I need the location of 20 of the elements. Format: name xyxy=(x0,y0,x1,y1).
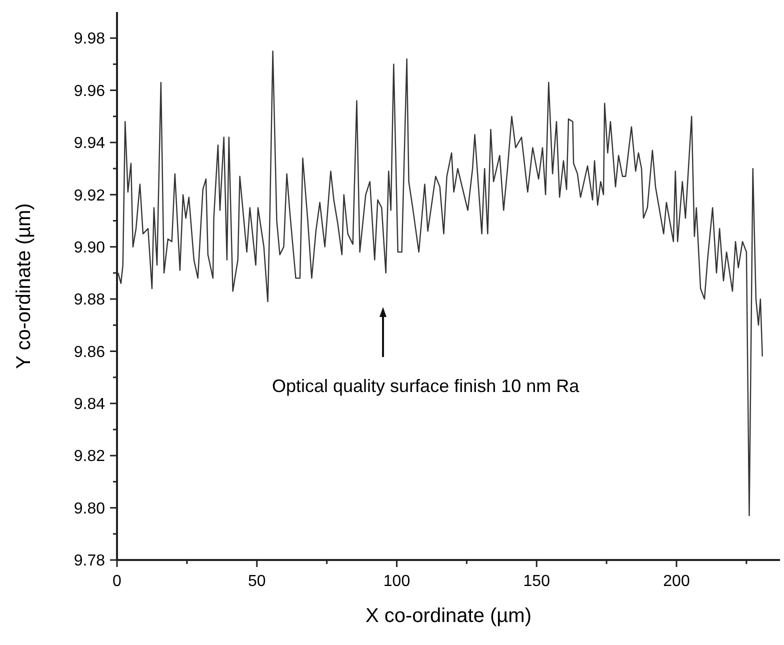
y-tick-label: 9.86 xyxy=(74,344,106,361)
x-tick-label: 100 xyxy=(383,573,410,590)
y-tick-label: 9.82 xyxy=(74,448,106,466)
x-tick-label: 0 xyxy=(112,573,122,590)
y-tick-label: 9.96 xyxy=(74,82,106,100)
y-tick-label: 9.94 xyxy=(74,135,106,152)
x-tick-label: 150 xyxy=(523,573,550,590)
y-tick-label: 9.78 xyxy=(74,552,106,570)
y-axis-title: Y co-ordinate (µm) xyxy=(13,203,35,369)
annotation: Optical quality surface finish 10 nm Ra xyxy=(272,376,580,396)
y-tick-label: 9.98 xyxy=(74,30,106,48)
line-series xyxy=(118,50,763,516)
y-tick-label: 9.92 xyxy=(74,187,106,204)
x-tick-label: 50 xyxy=(248,573,266,590)
x-tick-label: 200 xyxy=(663,573,690,590)
y-tick-label: 9.88 xyxy=(74,292,106,309)
y-tick-label: 9.80 xyxy=(74,500,106,518)
y-tick-label: 9.90 xyxy=(74,239,106,256)
x-axis-title: X co-ordinate (µm) xyxy=(365,605,532,627)
y-tick-label: 9.84 xyxy=(74,396,106,414)
